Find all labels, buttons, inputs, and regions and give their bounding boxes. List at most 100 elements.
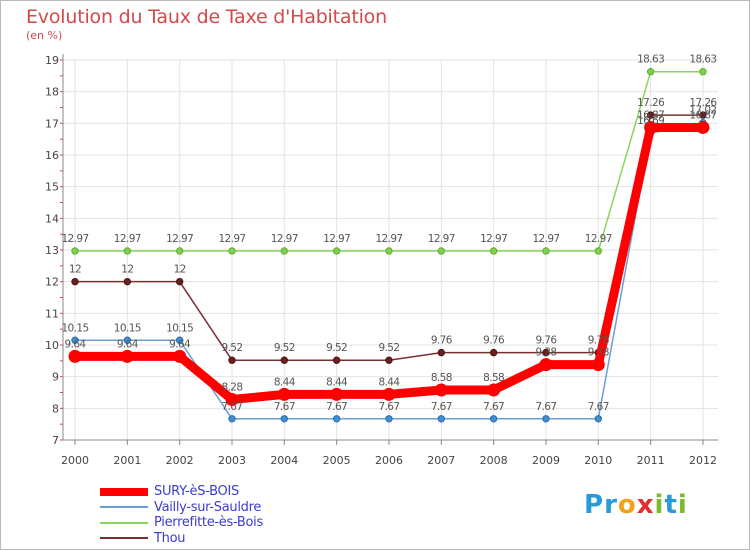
y-tick-label: 8 — [52, 402, 59, 415]
data-label: 12.97 — [532, 233, 559, 245]
data-label: 8.44 — [274, 376, 296, 388]
y-tick-label: 18 — [45, 86, 59, 99]
data-point — [385, 415, 393, 423]
data-point — [280, 356, 289, 364]
data-label: 18.63 — [689, 54, 716, 66]
legend: SURY-èS-BOIS Vailly-sur-Sauldre Pierrefitt… — [100, 484, 263, 546]
data-label: 7.67 — [431, 401, 452, 413]
data-label: 9.76 — [588, 335, 610, 347]
data-label: 12 — [69, 264, 81, 276]
logo-letter: t — [664, 490, 678, 520]
logo-letter: x — [636, 490, 655, 520]
chart-subtitle: (en %) — [26, 29, 63, 42]
data-label: 12.97 — [114, 233, 141, 245]
data-label: 17.26 — [637, 97, 665, 109]
legend-swatch — [100, 537, 148, 540]
data-point — [280, 415, 289, 423]
x-tick-label: 2007 — [427, 454, 455, 467]
data-point — [437, 415, 446, 423]
legend-label: SURY-èS-BOIS — [154, 484, 239, 500]
data-label: 9.38 — [535, 347, 556, 359]
y-tick-label: 16 — [45, 149, 59, 162]
x-tick-label: 2002 — [166, 454, 194, 467]
x-tick-label: 2012 — [689, 454, 717, 467]
data-point — [330, 387, 344, 401]
data-point — [228, 356, 236, 364]
data-label: 12 — [174, 264, 186, 276]
data-point — [594, 247, 602, 255]
y-tick-label: 14 — [45, 212, 59, 225]
y-tick-label: 17 — [45, 117, 59, 130]
data-point — [123, 336, 132, 344]
data-label: 10.15 — [114, 322, 141, 334]
data-label: 10.15 — [61, 322, 88, 334]
legend-label: Thou — [154, 530, 186, 546]
data-label: 8.28 — [221, 381, 242, 393]
data-point — [696, 120, 710, 134]
data-point — [539, 358, 553, 372]
data-point — [646, 111, 655, 119]
y-tick-label: 7 — [52, 434, 59, 447]
data-point — [228, 415, 236, 423]
chart-title: Evolution du Taux de Taxe d'Habitation — [26, 6, 387, 28]
legend-swatch — [100, 506, 148, 509]
data-point — [228, 247, 236, 255]
y-tick-label: 13 — [45, 244, 59, 257]
data-label: 9.64 — [65, 338, 87, 350]
x-tick-label: 2000 — [61, 454, 89, 467]
data-point — [699, 111, 707, 119]
logo-letter: i — [677, 490, 688, 520]
data-label: 12.97 — [218, 233, 245, 245]
data-point — [591, 358, 605, 372]
data-point — [173, 349, 187, 363]
data-point — [594, 415, 602, 423]
data-point — [332, 415, 341, 423]
data-label: 8.58 — [483, 372, 504, 384]
data-label: 10.15 — [166, 322, 193, 334]
legend-item: SURY-èS-BOIS — [100, 484, 263, 500]
data-point — [644, 120, 658, 134]
legend-label: Vailly-sur-Sauldre — [154, 499, 262, 515]
data-label: 12.97 — [428, 233, 455, 245]
data-label: 9.52 — [378, 342, 399, 354]
data-label: 7.67 — [378, 401, 399, 413]
data-label: 16.69 — [637, 115, 664, 127]
data-label: 7.67 — [221, 401, 242, 413]
data-point — [123, 247, 132, 255]
data-point — [542, 415, 550, 423]
data-label: 9.76 — [431, 335, 453, 347]
data-point — [71, 277, 79, 286]
data-label: 12.97 — [375, 233, 402, 245]
data-label: 9.52 — [274, 342, 295, 354]
x-tick-label: 2004 — [270, 454, 298, 467]
x-tick-label: 2008 — [480, 454, 508, 467]
data-label: 16.87 — [637, 109, 664, 121]
data-point — [277, 387, 291, 401]
data-label: 17.02 — [689, 105, 716, 117]
x-tick-label: 2011 — [637, 454, 665, 467]
data-label: 12.97 — [166, 233, 193, 245]
legend-label: Pierrefitte-ès-Bois — [154, 515, 263, 531]
data-label: 9.52 — [326, 342, 347, 354]
data-label: 7.67 — [535, 401, 556, 413]
data-point — [489, 348, 498, 357]
data-label: 9.38 — [588, 347, 609, 359]
data-point — [280, 247, 289, 255]
legend-item: Vailly-sur-Sauldre — [100, 500, 263, 516]
x-tick-label: 2001 — [113, 454, 141, 467]
data-label: 12.97 — [323, 233, 350, 245]
data-label: 9.64 — [117, 338, 139, 350]
x-tick-label: 2009 — [532, 454, 560, 467]
data-label: 12.97 — [585, 233, 612, 245]
y-tick-label: 9 — [52, 371, 59, 384]
data-point — [382, 387, 396, 401]
x-tick-label: 2003 — [218, 454, 246, 467]
data-point — [123, 277, 132, 286]
data-label: 9.76 — [535, 335, 557, 347]
data-point — [434, 383, 448, 397]
data-point — [699, 68, 707, 76]
data-label: 7.67 — [483, 401, 504, 413]
data-point — [487, 383, 501, 397]
data-point — [175, 277, 184, 286]
